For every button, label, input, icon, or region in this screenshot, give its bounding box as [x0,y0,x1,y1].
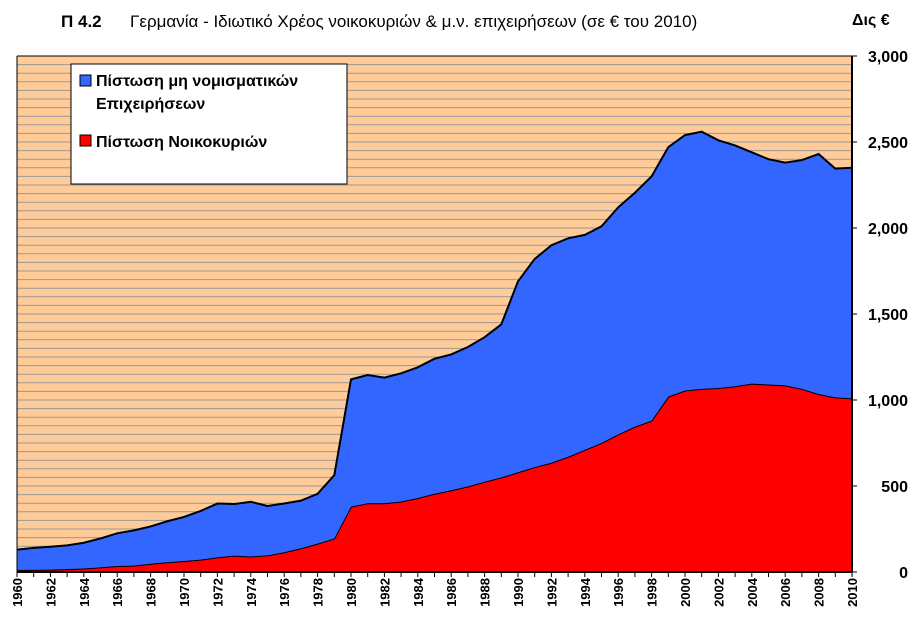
y-tick-label: 0 [899,565,908,582]
y-axis-unit-label: Δις € [852,12,890,29]
legend-swatch-businesses [79,74,92,87]
y-tick-label: 1,500 [868,307,908,324]
x-tick-label: 1964 [77,577,92,607]
x-tick-label: 1996 [611,578,626,607]
x-tick-label: 1978 [311,578,326,607]
area-series-households [17,383,852,572]
x-tick-label: 1972 [210,578,225,607]
x-tick-label: 1976 [277,578,292,607]
x-tick-label: 1994 [578,577,593,607]
x-tick-label: 1962 [43,578,58,607]
series-outline-businesses [16,130,853,551]
y-tick-label: 2,500 [868,135,908,152]
x-tick-label: 1982 [377,578,392,607]
x-tick-label: 2006 [778,578,793,607]
x-tick-label: 1966 [110,578,125,607]
x-tick-label: 2008 [812,578,827,607]
y-tick-label: 500 [881,479,908,496]
x-tick-label: 2002 [711,578,726,607]
legend-label-businesses: Πίστωση μη νομισματικών Επιχειρήσεων [96,73,298,113]
x-tick-label: 1968 [144,578,159,607]
chart-number: Π 4.2 [61,12,102,31]
y-tick-label: 3,000 [868,49,908,66]
x-tick-label: 1990 [511,578,526,607]
x-tick-label: 1974 [244,577,259,607]
x-tick-label: 1980 [344,578,359,607]
x-tick-label: 1998 [645,578,660,607]
x-tick-label: 1970 [177,578,192,607]
legend-label-households: Πίστωση Νοικοκυριών [96,134,267,151]
legend-box [70,63,348,185]
x-tick-label: 1984 [411,577,426,607]
chart-title: Π 4.2 Γερμανία - Ιδιωτικό Χρέος νοικοκυρ… [0,12,921,34]
x-tick-label: 1960 [10,578,25,607]
x-tick-label: 1986 [444,578,459,607]
chart-title-text: Γερμανία - Ιδιωτικό Χρέος νοικοκυριών & … [130,12,698,31]
x-tick-label: 1992 [544,578,559,607]
area-series-businesses [17,131,852,570]
x-tick-label: 2010 [845,578,860,607]
y-tick-label: 2,000 [868,221,908,238]
x-tick-label: 2004 [745,577,760,607]
legend-swatch-households [79,134,92,147]
x-tick-label: 2000 [678,578,693,607]
y-tick-label: 1,000 [868,393,908,410]
x-tick-label: 1988 [478,578,493,607]
